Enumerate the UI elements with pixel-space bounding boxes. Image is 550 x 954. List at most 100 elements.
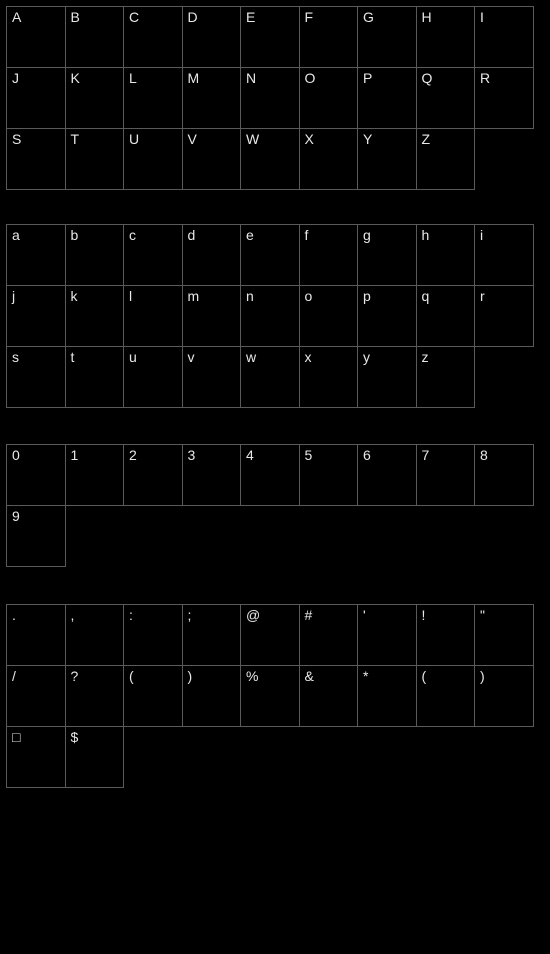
glyph-cell: ' bbox=[357, 604, 417, 666]
glyph-cell: E bbox=[240, 6, 300, 68]
glyph-cell: h bbox=[416, 224, 476, 286]
glyph-cell: s bbox=[6, 346, 66, 408]
glyph-cell: % bbox=[240, 665, 300, 727]
glyph-cell-empty bbox=[240, 505, 300, 567]
glyph-cell: W bbox=[240, 128, 300, 190]
glyph-cell-empty bbox=[474, 128, 534, 190]
glyph-cell: c bbox=[123, 224, 183, 286]
glyph-cell: 4 bbox=[240, 444, 300, 506]
glyph-cell: a bbox=[6, 224, 66, 286]
glyph-row: JKLMNOPQR bbox=[6, 67, 533, 128]
glyph-row: abcdefghi bbox=[6, 224, 533, 285]
glyph-cell: o bbox=[299, 285, 359, 347]
glyph-row: □$ bbox=[6, 726, 533, 787]
glyph-cell-empty bbox=[474, 726, 534, 788]
glyph-cell: Q bbox=[416, 67, 476, 129]
glyph-cell: K bbox=[65, 67, 125, 129]
glyph-cell: m bbox=[182, 285, 242, 347]
glyph-cell: □ bbox=[6, 726, 66, 788]
glyph-cell: n bbox=[240, 285, 300, 347]
glyph-cell: * bbox=[357, 665, 417, 727]
glyph-cell: V bbox=[182, 128, 242, 190]
glyph-cell: C bbox=[123, 6, 183, 68]
glyph-cell: 3 bbox=[182, 444, 242, 506]
glyph-cell: ; bbox=[182, 604, 242, 666]
glyph-cell: ) bbox=[474, 665, 534, 727]
glyph-row: STUVWXYZ bbox=[6, 128, 533, 189]
glyph-cell: t bbox=[65, 346, 125, 408]
glyph-cell: 1 bbox=[65, 444, 125, 506]
glyph-cell: @ bbox=[240, 604, 300, 666]
glyph-cell: ) bbox=[182, 665, 242, 727]
glyph-cell: 7 bbox=[416, 444, 476, 506]
glyph-section-3: .,:;@#'!"/?()%&*()□$ bbox=[6, 604, 533, 787]
glyph-cell-empty bbox=[416, 505, 476, 567]
glyph-cell: . bbox=[6, 604, 66, 666]
glyph-cell: O bbox=[299, 67, 359, 129]
glyph-cell-empty bbox=[182, 505, 242, 567]
glyph-cell: i bbox=[474, 224, 534, 286]
glyph-cell-empty bbox=[474, 346, 534, 408]
glyph-cell: F bbox=[299, 6, 359, 68]
glyph-cell: b bbox=[65, 224, 125, 286]
glyph-cell-empty bbox=[123, 505, 183, 567]
glyph-cell: & bbox=[299, 665, 359, 727]
glyph-cell: y bbox=[357, 346, 417, 408]
glyph-cell: T bbox=[65, 128, 125, 190]
glyph-cell: j bbox=[6, 285, 66, 347]
glyph-row: 9 bbox=[6, 505, 533, 566]
glyph-cell: u bbox=[123, 346, 183, 408]
glyph-cell: G bbox=[357, 6, 417, 68]
glyph-row: stuvwxyz bbox=[6, 346, 533, 407]
glyph-row: ABCDEFGHI bbox=[6, 6, 533, 67]
glyph-cell-empty bbox=[123, 726, 183, 788]
glyph-cell-empty bbox=[474, 505, 534, 567]
glyph-cell: r bbox=[474, 285, 534, 347]
glyph-cell: " bbox=[474, 604, 534, 666]
glyph-cell: L bbox=[123, 67, 183, 129]
glyph-cell: $ bbox=[65, 726, 125, 788]
glyph-cell: Y bbox=[357, 128, 417, 190]
glyph-cell: 2 bbox=[123, 444, 183, 506]
glyph-section-0: ABCDEFGHIJKLMNOPQRSTUVWXYZ bbox=[6, 6, 533, 189]
glyph-cell: g bbox=[357, 224, 417, 286]
glyph-cell: / bbox=[6, 665, 66, 727]
glyph-section-2: 0123456789 bbox=[6, 444, 533, 566]
glyph-cell: l bbox=[123, 285, 183, 347]
glyph-cell-empty bbox=[416, 726, 476, 788]
glyph-cell: f bbox=[299, 224, 359, 286]
glyph-cell: w bbox=[240, 346, 300, 408]
glyph-cell: J bbox=[6, 67, 66, 129]
glyph-cell: # bbox=[299, 604, 359, 666]
glyph-cell: I bbox=[474, 6, 534, 68]
glyph-cell: 9 bbox=[6, 505, 66, 567]
glyph-cell: X bbox=[299, 128, 359, 190]
glyph-cell: S bbox=[6, 128, 66, 190]
glyph-cell: A bbox=[6, 6, 66, 68]
glyph-cell-empty bbox=[357, 726, 417, 788]
glyph-cell-empty bbox=[299, 726, 359, 788]
glyph-cell: k bbox=[65, 285, 125, 347]
glyph-cell: ? bbox=[65, 665, 125, 727]
glyph-cell: D bbox=[182, 6, 242, 68]
glyph-cell-empty bbox=[299, 505, 359, 567]
glyph-cell: M bbox=[182, 67, 242, 129]
glyph-cell-empty bbox=[65, 505, 125, 567]
glyph-cell: R bbox=[474, 67, 534, 129]
glyph-cell: ( bbox=[416, 665, 476, 727]
glyph-cell: 0 bbox=[6, 444, 66, 506]
glyph-cell: H bbox=[416, 6, 476, 68]
glyph-cell: Z bbox=[416, 128, 476, 190]
glyph-cell: d bbox=[182, 224, 242, 286]
glyph-cell: x bbox=[299, 346, 359, 408]
glyph-cell: N bbox=[240, 67, 300, 129]
glyph-row: .,:;@#'!" bbox=[6, 604, 533, 665]
glyph-cell-empty bbox=[357, 505, 417, 567]
glyph-section-1: abcdefghijklmnopqrstuvwxyz bbox=[6, 224, 533, 407]
glyph-cell: : bbox=[123, 604, 183, 666]
glyph-cell: 5 bbox=[299, 444, 359, 506]
glyph-cell: ! bbox=[416, 604, 476, 666]
glyph-row: /?()%&*() bbox=[6, 665, 533, 726]
glyph-cell: z bbox=[416, 346, 476, 408]
glyph-cell: B bbox=[65, 6, 125, 68]
